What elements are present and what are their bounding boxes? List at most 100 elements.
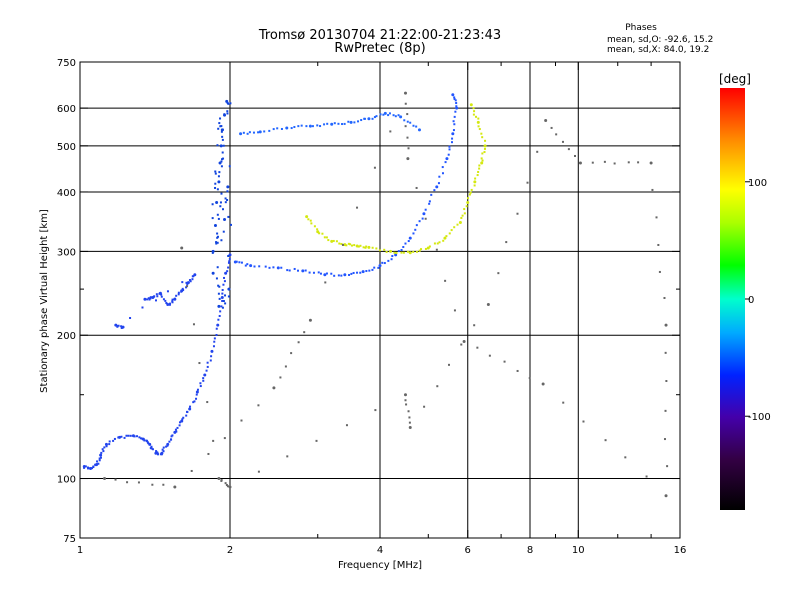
data-point xyxy=(649,161,653,165)
data-point-fill xyxy=(483,151,486,154)
data-point-fill xyxy=(182,289,185,292)
data-point-fill xyxy=(211,217,214,220)
colorbar-label: [deg] xyxy=(719,72,751,86)
data-point-fill xyxy=(176,426,179,429)
data-point-fill xyxy=(477,170,480,173)
data-point-fill xyxy=(178,424,181,427)
data-point-fill xyxy=(304,269,307,272)
data-point-fill xyxy=(219,310,222,313)
data-point-fill xyxy=(218,122,221,125)
data-point-fill xyxy=(146,298,149,301)
data-point-fill xyxy=(258,265,261,268)
data-point-fill xyxy=(220,239,223,242)
data-point-fill xyxy=(112,439,115,442)
data-point-fill xyxy=(582,420,585,423)
data-point-fill xyxy=(305,125,308,128)
data-point-fill xyxy=(350,244,353,247)
data-point xyxy=(330,239,334,243)
data-point-fill xyxy=(573,154,576,157)
data-point xyxy=(408,236,412,240)
x-tick-label: 16 xyxy=(674,545,687,556)
data-point-fill xyxy=(454,99,457,102)
data-point-fill xyxy=(340,242,343,245)
data-point-fill xyxy=(436,242,439,245)
data-point-fill xyxy=(447,363,450,366)
data-point-fill xyxy=(211,251,214,254)
data-point-fill xyxy=(325,236,328,239)
data-point-fill xyxy=(663,438,666,441)
data-point-fill xyxy=(393,251,396,254)
data-point-fill xyxy=(404,125,407,128)
y-tick-label: 200 xyxy=(57,331,76,342)
data-point-fill xyxy=(257,131,260,134)
data-point-fill xyxy=(389,130,392,133)
data-point-fill xyxy=(216,266,219,269)
data-point-fill xyxy=(240,261,243,264)
data-point-fill xyxy=(323,236,326,239)
data-point-fill xyxy=(218,285,221,288)
data-point-fill xyxy=(348,273,351,276)
data-point-fill xyxy=(444,161,447,164)
data-point-fill xyxy=(162,483,165,486)
data-point-fill xyxy=(352,271,355,274)
data-point-fill xyxy=(225,483,228,486)
data-point-fill xyxy=(186,285,189,288)
data-point-fill xyxy=(177,293,180,296)
data-point xyxy=(143,297,147,301)
data-point-fill xyxy=(221,135,224,138)
data-point-fill xyxy=(188,279,191,282)
data-point-fill xyxy=(315,439,318,442)
data-point-fill xyxy=(213,340,216,343)
data-point-fill xyxy=(221,151,224,154)
data-point-fill xyxy=(460,343,463,346)
data-point-fill xyxy=(448,148,451,151)
data-point-fill xyxy=(627,161,630,164)
data-point-fill xyxy=(297,125,300,128)
data-point-fill xyxy=(286,455,289,458)
data-point-fill xyxy=(98,459,101,462)
data-point-fill xyxy=(379,113,382,116)
data-point-fill xyxy=(217,127,220,130)
data-point-fill xyxy=(403,119,406,122)
data-point-fill xyxy=(347,120,350,123)
data-point-fill xyxy=(478,164,481,167)
series-group xyxy=(239,111,421,136)
data-point-fill xyxy=(202,377,205,380)
data-point-fill xyxy=(290,352,293,355)
axes: 1 2 4 6 8 10 16 75 100 200 300 400 500 600 750 xyxy=(57,58,686,556)
data-point-fill xyxy=(404,102,407,105)
data-point xyxy=(228,253,232,257)
data-point-fill xyxy=(83,466,86,469)
data-point-fill xyxy=(150,447,153,450)
data-point xyxy=(103,477,107,481)
data-point-fill xyxy=(263,130,266,133)
data-point-fill xyxy=(474,177,477,180)
data-point-fill xyxy=(160,293,163,296)
data-point xyxy=(217,304,221,308)
data-point-fill xyxy=(146,440,149,443)
data-point-fill xyxy=(516,369,519,372)
data-point-fill xyxy=(199,382,202,385)
data-point-fill xyxy=(181,281,184,284)
data-point-fill xyxy=(219,117,222,120)
data-point xyxy=(480,161,484,165)
data-point-fill xyxy=(222,230,225,233)
data-point-fill xyxy=(658,270,661,273)
data-point-fill xyxy=(375,115,378,118)
data-point-fill xyxy=(284,365,287,368)
data-point-fill xyxy=(663,296,666,299)
data-point-fill xyxy=(375,247,378,250)
data-point-fill xyxy=(165,301,168,304)
data-point-fill xyxy=(317,271,320,274)
data-point-fill xyxy=(105,445,108,448)
data-point-fill xyxy=(397,250,400,253)
data-point xyxy=(272,386,276,390)
data-point-fill xyxy=(435,248,438,251)
chart-title: Tromsø 20130704 21:22:00-21:23:43 xyxy=(258,28,501,43)
data-point-fill xyxy=(421,217,424,220)
data-point-fill xyxy=(453,123,456,126)
data-point-fill xyxy=(228,257,231,260)
x-tick-label: 8 xyxy=(527,545,533,556)
data-point-fill xyxy=(84,465,87,468)
data-point-fill xyxy=(483,147,486,150)
